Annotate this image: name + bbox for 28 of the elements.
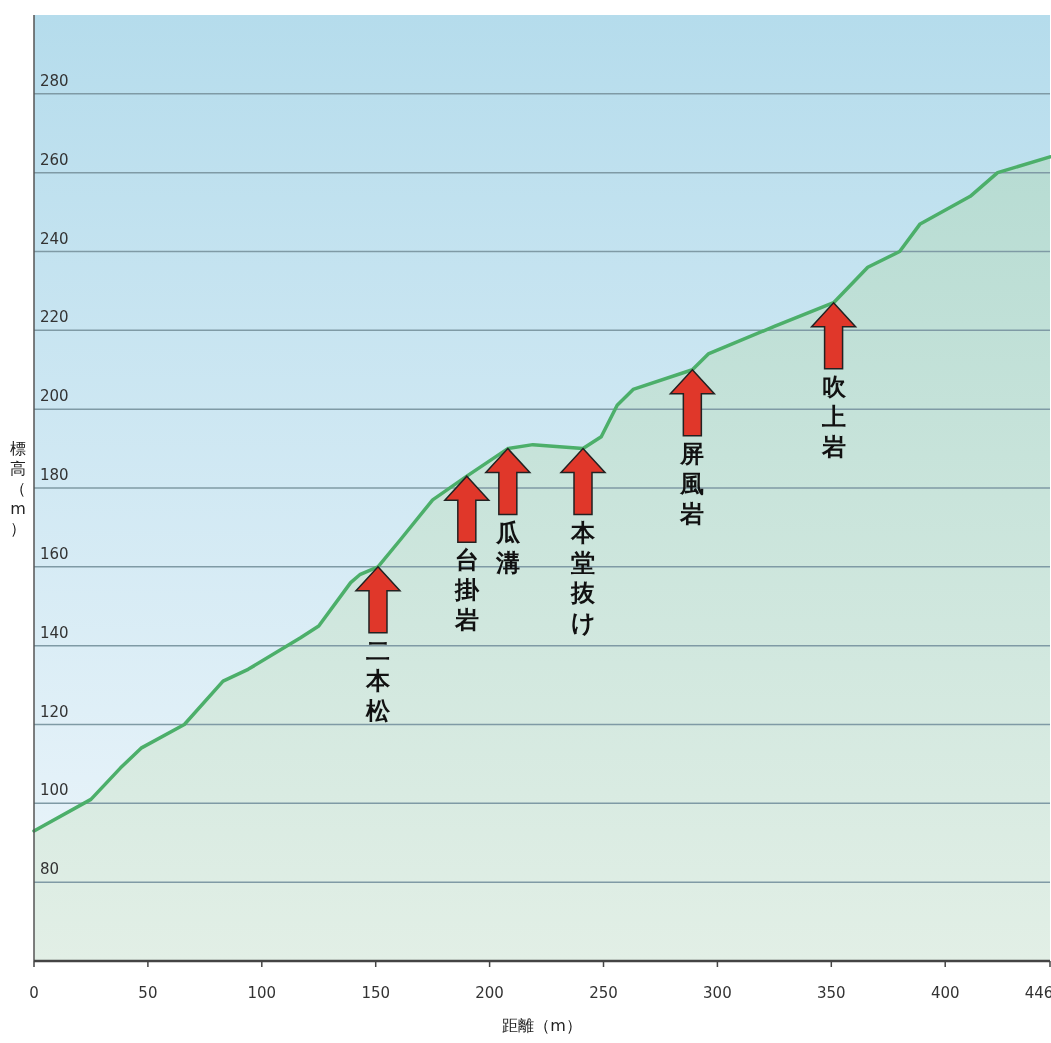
x-axis-title: 距離（m） xyxy=(502,1016,582,1035)
y-tick-label: 80 xyxy=(40,860,60,879)
annotation: 屏風岩 xyxy=(679,439,705,528)
x-tick-label: 0 xyxy=(29,984,39,1002)
annotation: 台掛岩 xyxy=(453,546,480,635)
y-tick-label: 180 xyxy=(40,466,69,484)
y-tick-label: 200 xyxy=(40,387,69,406)
x-tick-label: 200 xyxy=(475,984,504,1002)
x-tick-label: 100 xyxy=(247,984,277,1002)
annotation: 二本松 xyxy=(364,636,391,725)
x-tick-label: 250 xyxy=(589,984,618,1002)
y-tick-label: 100 xyxy=(40,781,69,800)
x-tick-label: 350 xyxy=(816,984,846,1002)
x-tick-label: 300 xyxy=(703,984,732,1002)
y-tick-label: 240 xyxy=(40,229,69,248)
x-tick-label: 150 xyxy=(361,984,391,1002)
y-axis-title: 標高（m） xyxy=(10,439,26,538)
annotation: 吹上岩 xyxy=(820,372,847,461)
y-tick-label: 220 xyxy=(40,308,69,327)
x-tick-label: 50 xyxy=(138,984,158,1002)
y-tick-label: 160 xyxy=(40,544,69,563)
y-tick-label: 280 xyxy=(40,71,69,90)
y-tick-label: 120 xyxy=(40,702,69,721)
annotation: 本堂抜け xyxy=(570,518,596,637)
annotation: 瓜溝 xyxy=(494,518,521,577)
x-tick-label: 400 xyxy=(930,984,960,1002)
y-tick-label: 140 xyxy=(40,623,69,642)
y-tick-label: 260 xyxy=(40,150,69,169)
